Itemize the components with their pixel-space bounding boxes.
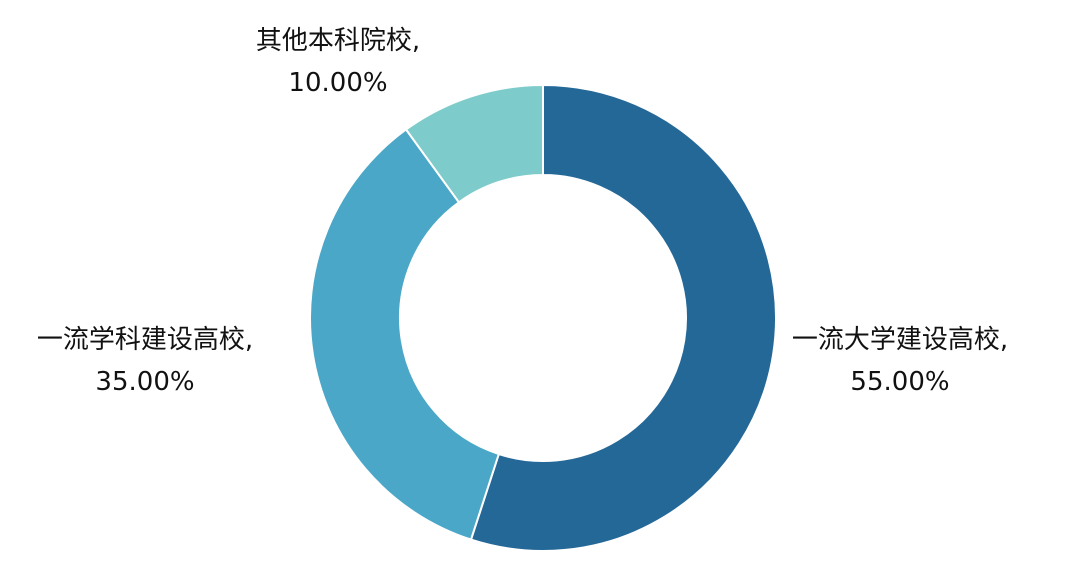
donut-slice (469, 83, 777, 552)
data-label: 一流学科建设高校, 35.00% (36, 325, 254, 397)
donut-slice (404, 83, 544, 204)
data-label-box: 一流学科建设高校, 35.00% (36, 325, 254, 397)
data-label: 一流大学建设高校, 55.00% (791, 325, 1009, 397)
data-label-box: 其他本科院校, 10.00% (255, 26, 421, 98)
data-label: 其他本科院校, 10.00% (255, 26, 421, 98)
donut-slice (309, 128, 501, 541)
data-label-box: 一流大学建设高校, 55.00% (791, 325, 1009, 397)
